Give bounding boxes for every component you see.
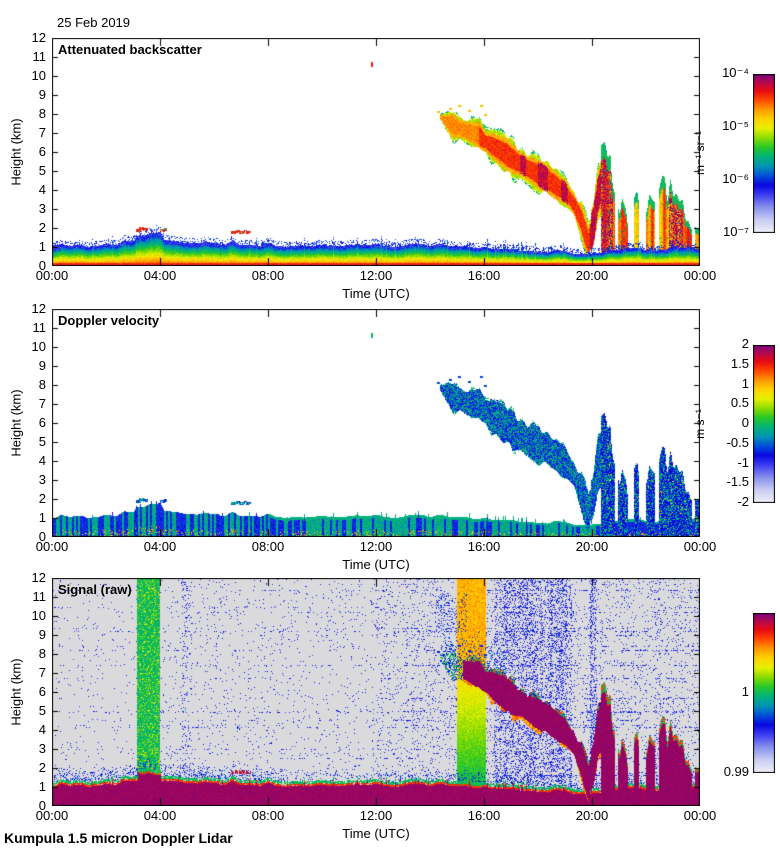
velocity-heatmap (52, 309, 700, 537)
x-tick-label: 16:00 (467, 539, 501, 554)
y-tick-label: 10 (31, 68, 46, 83)
x-tick-label: 00:00 (683, 268, 717, 283)
y-tick-label: 0 (38, 258, 46, 273)
colorbar-tick-label: 0.99 (723, 764, 749, 779)
y-tick-label: 8 (38, 106, 46, 121)
y-tick-label: 7 (38, 125, 46, 140)
colorbar-tick-label: 10⁻⁶ (722, 171, 749, 186)
x-tick-label: 16:00 (467, 808, 501, 823)
y-tick-label: 4 (38, 722, 46, 737)
x-tick-label: 12:00 (359, 268, 393, 283)
x-axis-label: Time (UTC) (342, 286, 410, 301)
y-tick-label: 2 (38, 491, 46, 506)
x-tick-label: 04:00 (143, 539, 177, 554)
y-tick-label: 3 (38, 472, 46, 487)
y-tick-label: 3 (38, 201, 46, 216)
x-tick-label: 08:00 (251, 539, 285, 554)
colorbar-tick-label: -0.5 (726, 434, 749, 450)
y-tick-label: 12 (31, 570, 46, 585)
x-tick-label: 00:00 (35, 539, 69, 554)
x-tick-label: 04:00 (143, 268, 177, 283)
y-tick-label: 5 (38, 163, 46, 178)
velocity-colorbar (753, 345, 775, 503)
y-tick-label: 6 (38, 144, 46, 159)
y-tick-label: 4 (38, 453, 46, 468)
y-tick-label: 6 (38, 415, 46, 430)
y-tick-label: 9 (38, 87, 46, 102)
y-tick-label: 4 (38, 182, 46, 197)
y-tick-label: 1 (38, 779, 46, 794)
panel-title-velocity: Doppler velocity (58, 313, 160, 328)
y-tick-label: 8 (38, 377, 46, 392)
y-tick-label: 9 (38, 358, 46, 373)
colorbar-tick-label: 10⁻⁵ (722, 117, 749, 133)
y-tick-label: 5 (38, 434, 46, 449)
y-tick-label: 10 (31, 608, 46, 623)
x-tick-label: 04:00 (143, 808, 177, 823)
x-axis-label: Time (UTC) (342, 557, 410, 572)
y-tick-label: 3 (38, 741, 46, 756)
colorbar-tick-label: 0 (741, 415, 749, 430)
signal-heatmap (52, 578, 700, 806)
x-axis-label: Time (UTC) (342, 826, 410, 841)
y-tick-label: 0 (38, 798, 46, 813)
colorbar-tick-label: 10⁻⁴ (722, 65, 749, 80)
y-tick-label: 11 (32, 589, 47, 604)
colorbar-tick-label: 2 (741, 336, 749, 351)
x-tick-label: 16:00 (467, 268, 501, 283)
date-label: 25 Feb 2019 (57, 15, 131, 30)
signal-colorbar (753, 613, 775, 773)
y-tick-label: 1 (38, 239, 46, 254)
y-tick-label: 0 (38, 529, 46, 544)
x-tick-label: 12:00 (359, 808, 393, 823)
panel-title-signal: Signal (raw) (58, 582, 132, 597)
y-tick-label: 2 (38, 220, 46, 235)
x-tick-label: 00:00 (35, 808, 69, 823)
y-tick-label: 12 (31, 30, 46, 45)
x-tick-label: 00:00 (683, 808, 717, 823)
y-tick-label: 6 (38, 684, 46, 699)
y-tick-label: 9 (38, 627, 46, 642)
x-tick-label: 20:00 (575, 808, 609, 823)
x-tick-label: 00:00 (35, 268, 69, 283)
y-tick-label: 1 (38, 510, 46, 525)
colorbar-unit-backscatter: m⁻¹ sr⁻¹ (693, 131, 707, 175)
y-tick-label: 11 (32, 320, 47, 335)
x-tick-label: 08:00 (251, 808, 285, 823)
y-tick-label: 10 (31, 339, 46, 354)
y-tick-label: 7 (38, 396, 46, 411)
colorbar-tick-label: 1 (741, 375, 749, 391)
colorbar-tick-label: 0.5 (730, 395, 749, 411)
x-tick-label: 20:00 (575, 539, 609, 554)
instrument-label: Kumpula 1.5 micron Doppler Lidar (4, 830, 233, 846)
colorbar-tick-label: 1.5 (730, 355, 749, 371)
y-tick-label: 2 (38, 760, 46, 775)
y-tick-label: 8 (38, 646, 46, 661)
x-tick-label: 20:00 (575, 268, 609, 283)
y-tick-label: 7 (38, 665, 46, 680)
colorbar-tick-label: -1 (737, 454, 749, 470)
y-tick-label: 11 (32, 49, 47, 64)
x-tick-label: 08:00 (251, 268, 285, 283)
backscatter-colorbar (753, 74, 775, 233)
colorbar-tick-label: 10⁻⁷ (722, 224, 749, 239)
x-tick-label: 12:00 (359, 539, 393, 554)
colorbar-tick-label: -2 (737, 494, 749, 509)
backscatter-heatmap (52, 38, 700, 266)
colorbar-tick-label: -1.5 (726, 474, 749, 490)
x-tick-label: 00:00 (683, 539, 717, 554)
y-tick-label: 5 (38, 703, 46, 718)
y-tick-label: 12 (31, 301, 46, 316)
panel-title-backscatter: Attenuated backscatter (58, 42, 202, 57)
colorbar-tick-label: 1 (741, 684, 749, 699)
